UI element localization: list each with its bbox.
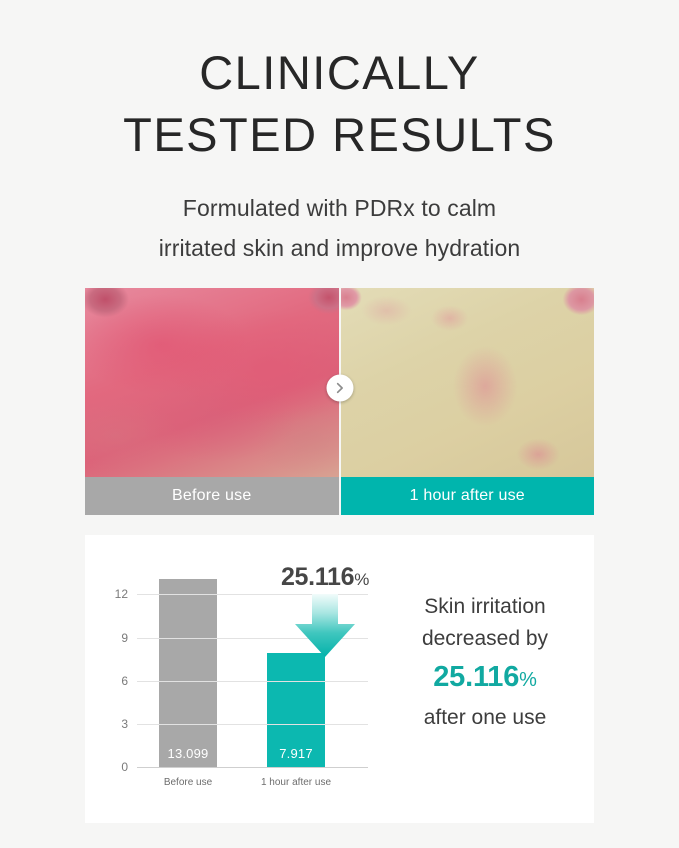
before-pane: Before use <box>85 288 339 515</box>
decrease-percent-symbol: % <box>354 570 370 589</box>
page-title-line-1: CLINICALLY <box>199 46 480 99</box>
gridline-9: 9 <box>121 631 368 645</box>
decrease-annotation: 25.116% <box>255 563 395 658</box>
y-tick-label-0: 0 <box>121 760 128 774</box>
page-subtitle-line-1: Formulated with PDRx to calm <box>182 195 497 221</box>
decrease-percent-value: 25.116 <box>280 563 355 591</box>
bar-value-after: 7.917 <box>279 746 313 761</box>
x-label-after: 1 hour after use <box>260 777 332 788</box>
results-chart-card: 13.099 7.917 Before use 1 hour after use… <box>85 535 594 823</box>
bar-before-use: 13.099 <box>159 578 217 767</box>
bar-after-use: 7.917 <box>267 653 325 767</box>
page-subtitle-line-2: irritated skin and improve hydration <box>158 235 521 261</box>
chevron-right-icon[interactable] <box>326 374 353 402</box>
summary-value-number: 25.116 <box>433 661 520 693</box>
arrow-down-icon <box>295 594 355 657</box>
gridline-12: 12 <box>115 587 368 601</box>
plot-area: 13.099 7.917 Before use 1 hour after use… <box>115 563 370 788</box>
y-tick-label-3: 3 <box>121 716 128 731</box>
summary-value-symbol: % <box>519 669 537 691</box>
after-pane: 1 hour after use <box>340 288 594 515</box>
decrease-percent: 25.116% <box>255 563 395 592</box>
bar-value-before: 13.099 <box>167 746 209 761</box>
summary-text: Skin irritation decreased by 25.116% aft… <box>388 591 594 823</box>
y-tick-label-9: 9 <box>121 630 128 645</box>
x-label-before: Before use <box>163 777 213 788</box>
page-title: CLINICALLY TESTED RESULTS <box>0 0 679 166</box>
before-after-comparison: Before use 1 hour after use <box>85 288 594 515</box>
gridline-3: 3 <box>121 717 368 731</box>
page-title-line-2: TESTED RESULTS <box>123 108 556 161</box>
after-photo <box>340 288 594 477</box>
before-photo <box>85 288 339 477</box>
summary-value: 25.116% <box>394 655 576 702</box>
after-caption: 1 hour after use <box>340 477 594 515</box>
page-subtitle: Formulated with PDRx to calm irritated s… <box>0 188 679 268</box>
before-caption: Before use <box>85 477 339 515</box>
y-tick-label-12: 12 <box>114 587 128 602</box>
gridline-0: 0 <box>121 760 368 774</box>
y-tick-label-6: 6 <box>121 673 128 688</box>
summary-line-1: Skin irritation <box>424 595 546 618</box>
bar-chart: 13.099 7.917 Before use 1 hour after use… <box>103 563 388 823</box>
summary-line-2: decreased by <box>421 627 549 650</box>
summary-line-3: after one use <box>423 706 547 729</box>
gridline-6: 6 <box>121 674 368 688</box>
